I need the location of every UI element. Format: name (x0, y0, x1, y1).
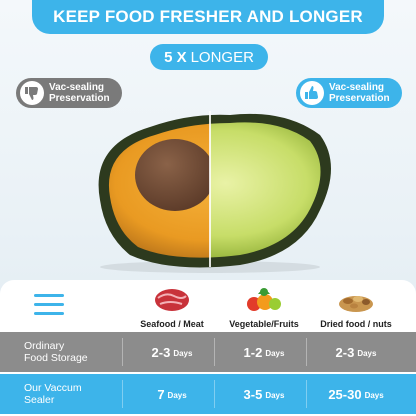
ordinary-badge-line2: Preservation (49, 93, 110, 104)
column-header-seafood: Seafood / Meat (122, 280, 222, 332)
table-cell: 3-5 Days (214, 374, 314, 414)
cell-unit: Days (364, 391, 384, 400)
cell-value: 3-5 (243, 386, 263, 402)
subtitle-number: 5 X (164, 48, 187, 66)
ordinary-badge: Vac-sealing Preservation (16, 78, 122, 108)
vacuum-badge-line2: Preservation (329, 93, 390, 104)
cell-value: 2-3 (151, 344, 171, 360)
column-label: Vegetable/Fruits (229, 319, 299, 329)
header-title: KEEP FOOD FRESHER AND LONGER (53, 7, 363, 26)
cell-unit: Days (265, 391, 285, 400)
meat-icon (155, 289, 189, 311)
table-cell: 2-3 Days (306, 332, 406, 372)
subtitle-text: LONGER (190, 48, 254, 66)
column-label: Dried food / nuts (320, 319, 392, 329)
table-row-ordinary: Ordinary Food Storage 2-3 Days 1-2 Days 2-… (0, 332, 416, 372)
cell-value: 7 (157, 386, 165, 402)
vacuum-badge-line1: Vac-sealing (329, 82, 385, 93)
menu-icon (34, 294, 64, 316)
cell-value: 2-3 (335, 344, 355, 360)
vegetables-icon (247, 288, 281, 311)
thumbs-down-icon (20, 81, 44, 105)
cell-unit: Days (167, 391, 187, 400)
table-cell: 2-3 Days (122, 332, 222, 372)
row-label-line2: Sealer (24, 394, 55, 406)
column-header-vegetables: Vegetable/Fruits (214, 280, 314, 332)
cell-value: 25-30 (328, 386, 362, 402)
avocado-illustration (98, 111, 331, 273)
vacuum-badge: Vac-sealing Preservation (296, 78, 402, 108)
cell-value: 1-2 (243, 344, 263, 360)
nuts-icon (339, 296, 373, 312)
subtitle-pill: 5 X LONGER (150, 44, 268, 70)
header-banner: KEEP FOOD FRESHER AND LONGER (32, 0, 384, 34)
row-label: Ordinary Food Storage (0, 332, 122, 372)
row-label-line1: Ordinary (24, 340, 65, 352)
column-header-nuts: Dried food / nuts (306, 280, 406, 332)
thumbs-up-icon (300, 81, 324, 105)
ordinary-badge-line1: Vac-sealing (49, 82, 105, 93)
row-label-line2: Food Storage (24, 352, 88, 364)
row-label: Our Vaccum Sealer (0, 374, 122, 414)
table-cell: 7 Days (122, 374, 222, 414)
cell-unit: Days (173, 349, 193, 358)
table-row-vacuum-sealer: Our Vaccum Sealer 7 Days 3-5 Days 25-30 Day… (0, 374, 416, 414)
comparison-table: Seafood / Meat Vegetable/Fruits Dried fo… (0, 280, 416, 416)
column-label: Seafood / Meat (140, 319, 204, 329)
table-cell: 1-2 Days (214, 332, 314, 372)
table-cell: 25-30 Days (306, 374, 406, 414)
row-label-line1: Our Vaccum (24, 382, 82, 394)
cell-unit: Days (265, 349, 285, 358)
cell-unit: Days (357, 349, 377, 358)
